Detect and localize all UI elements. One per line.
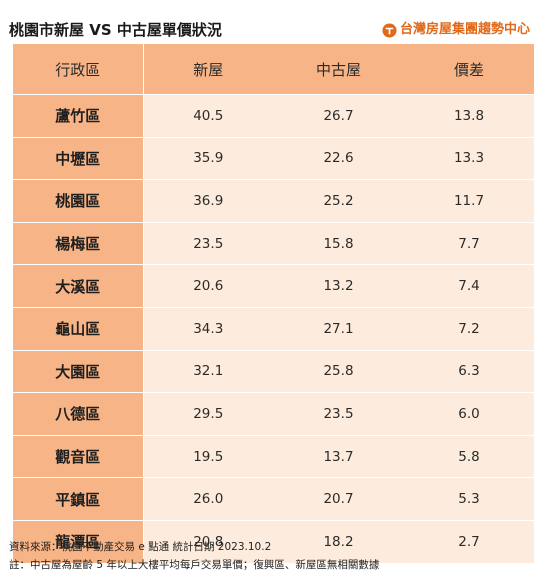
new-price-cell: 34.3 (143, 307, 273, 351)
new-price-cell: 32.1 (143, 350, 273, 394)
district-cell: 桃園區 (13, 179, 144, 223)
price-diff-cell: 5.8 (404, 435, 534, 479)
table-row: 八德區 29.5 23.5 6.0 (13, 392, 534, 436)
brand: 台灣房屋集團趨勢中心 (382, 22, 530, 38)
district-cell: 蘆竹區 (13, 94, 144, 138)
column-header-old: 中古屋 (273, 44, 404, 95)
district-cell: 楊梅區 (13, 222, 144, 266)
price-diff-cell: 5.3 (404, 477, 534, 521)
district-cell: 觀音區 (13, 435, 144, 479)
price-diff-cell: 6.0 (404, 392, 534, 436)
new-price-cell: 26.0 (143, 477, 273, 521)
header: 桃園市新屋 VS 中古屋單價狀況 台灣房屋集團趨勢中心 (0, 0, 547, 44)
new-price-cell: 20.6 (143, 264, 273, 308)
table-row: 龜山區 34.3 27.1 7.2 (13, 307, 534, 351)
new-price-cell: 23.5 (143, 222, 273, 266)
column-header-new: 新屋 (143, 44, 273, 95)
district-cell: 大園區 (13, 350, 144, 394)
footer: 資料來源：桃園不動產交易 e 點通 統計日期 2023.10.2 註：中古屋為屋… (9, 540, 379, 573)
price-diff-cell: 7.7 (404, 222, 534, 266)
price-table-wrap: 行政區 新屋 中古屋 價差 蘆竹區 40.5 26.7 13.8 中壢區 35.… (13, 44, 534, 564)
old-price-cell: 27.1 (273, 307, 404, 351)
old-price-cell: 25.2 (273, 179, 404, 223)
footnote: 註：中古屋為屋齡 5 年以上大樓平均每戶交易單價；復興區、新屋區無相關數據 (9, 559, 380, 571)
district-cell: 八德區 (13, 392, 144, 436)
price-diff-cell: 7.2 (404, 307, 534, 351)
new-price-cell: 35.9 (143, 137, 273, 181)
page-title: 桃園市新屋 VS 中古屋單價狀況 (9, 21, 222, 39)
old-price-cell: 18.2 (273, 520, 404, 564)
district-cell: 龜山區 (13, 307, 144, 351)
district-cell: 平鎮區 (13, 477, 144, 521)
table-row: 中壢區 35.9 22.6 13.3 (13, 137, 534, 181)
district-cell: 龍潭區 (13, 520, 144, 564)
column-header-district: 行政區 (13, 44, 144, 95)
price-diff-cell: 2.7 (404, 520, 534, 564)
source-note: 資料來源：桃園不動產交易 e 點通 統計日期 2023.10.2 (9, 541, 272, 553)
table-row: 桃園區 36.9 25.2 11.7 (13, 179, 534, 223)
brand-name: 台灣房屋集團趨勢中心 (399, 22, 530, 37)
table-row: 龍潭區 20.8 18.2 2.7 (13, 520, 534, 564)
price-diff-cell: 13.3 (404, 137, 534, 181)
old-price-cell: 26.7 (273, 94, 404, 138)
table-header-row: 行政區 新屋 中古屋 價差 (13, 44, 534, 95)
new-price-cell: 20.8 (143, 520, 273, 564)
price-diff-cell: 7.4 (404, 264, 534, 308)
price-diff-cell: 6.3 (404, 350, 534, 394)
price-diff-cell: 13.8 (404, 94, 534, 138)
new-price-cell: 40.5 (143, 94, 273, 138)
new-price-cell: 36.9 (143, 179, 273, 223)
old-price-cell: 13.7 (273, 435, 404, 479)
old-price-cell: 23.5 (273, 392, 404, 436)
district-cell: 大溪區 (13, 264, 144, 308)
table-row: 大園區 32.1 25.8 6.3 (13, 350, 534, 394)
taiwan-realty-logo-icon (382, 22, 397, 38)
district-cell: 中壢區 (13, 137, 144, 181)
old-price-cell: 13.2 (273, 264, 404, 308)
old-price-cell: 22.6 (273, 137, 404, 181)
price-table: 行政區 新屋 中古屋 價差 蘆竹區 40.5 26.7 13.8 中壢區 35.… (13, 44, 534, 564)
table-row: 楊梅區 23.5 15.8 7.7 (13, 222, 534, 266)
table-row: 平鎮區 26.0 20.7 5.3 (13, 477, 534, 521)
old-price-cell: 20.7 (273, 477, 404, 521)
old-price-cell: 15.8 (273, 222, 404, 266)
table-row: 觀音區 19.5 13.7 5.8 (13, 435, 534, 479)
new-price-cell: 29.5 (143, 392, 273, 436)
price-diff-cell: 11.7 (404, 179, 534, 223)
new-price-cell: 19.5 (143, 435, 273, 479)
table-row: 蘆竹區 40.5 26.7 13.8 (13, 94, 534, 138)
table-row: 大溪區 20.6 13.2 7.4 (13, 264, 534, 308)
old-price-cell: 25.8 (273, 350, 404, 394)
column-header-diff: 價差 (404, 44, 534, 95)
